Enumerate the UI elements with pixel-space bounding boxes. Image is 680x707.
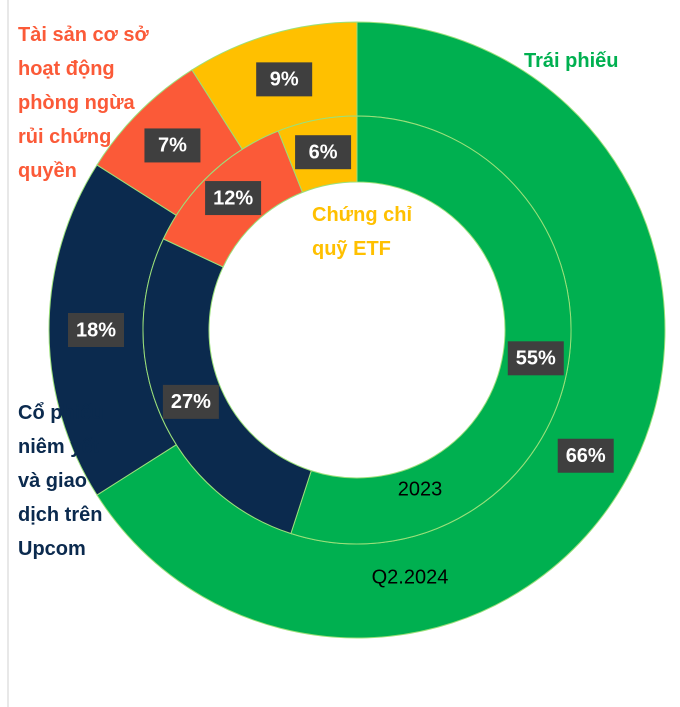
series-name: Q2.2024 bbox=[372, 566, 449, 588]
value-label-box bbox=[205, 181, 262, 216]
value-label-box bbox=[162, 384, 219, 419]
category-label: Chứng chỉ quỹ ETF bbox=[312, 204, 413, 260]
value-label: 12% bbox=[213, 187, 253, 209]
value-label: 7% bbox=[158, 135, 187, 157]
donut-slice bbox=[290, 115, 572, 545]
value-label: 18% bbox=[76, 319, 116, 341]
value-label-box bbox=[256, 62, 313, 97]
value-label: 27% bbox=[171, 391, 211, 413]
value-label: 55% bbox=[516, 348, 556, 370]
series-name: 2023 bbox=[398, 478, 443, 500]
value-label-box bbox=[144, 128, 201, 163]
category-label: Cổ phiếu niêm yết và giao dịch trên Upco… bbox=[18, 402, 104, 560]
value-label-box bbox=[557, 438, 614, 473]
value-label: 9% bbox=[270, 69, 299, 91]
category-label: Trái phiếu bbox=[524, 50, 619, 72]
value-label: 6% bbox=[309, 141, 338, 163]
value-label-box bbox=[68, 313, 124, 347]
value-label-box bbox=[507, 341, 564, 376]
category-label: Tài sản cơ sở hoạt động phòng ngừa rủi c… bbox=[18, 24, 149, 182]
donut-slice bbox=[142, 238, 312, 535]
value-label: 66% bbox=[566, 445, 606, 467]
value-label-box bbox=[295, 135, 352, 170]
